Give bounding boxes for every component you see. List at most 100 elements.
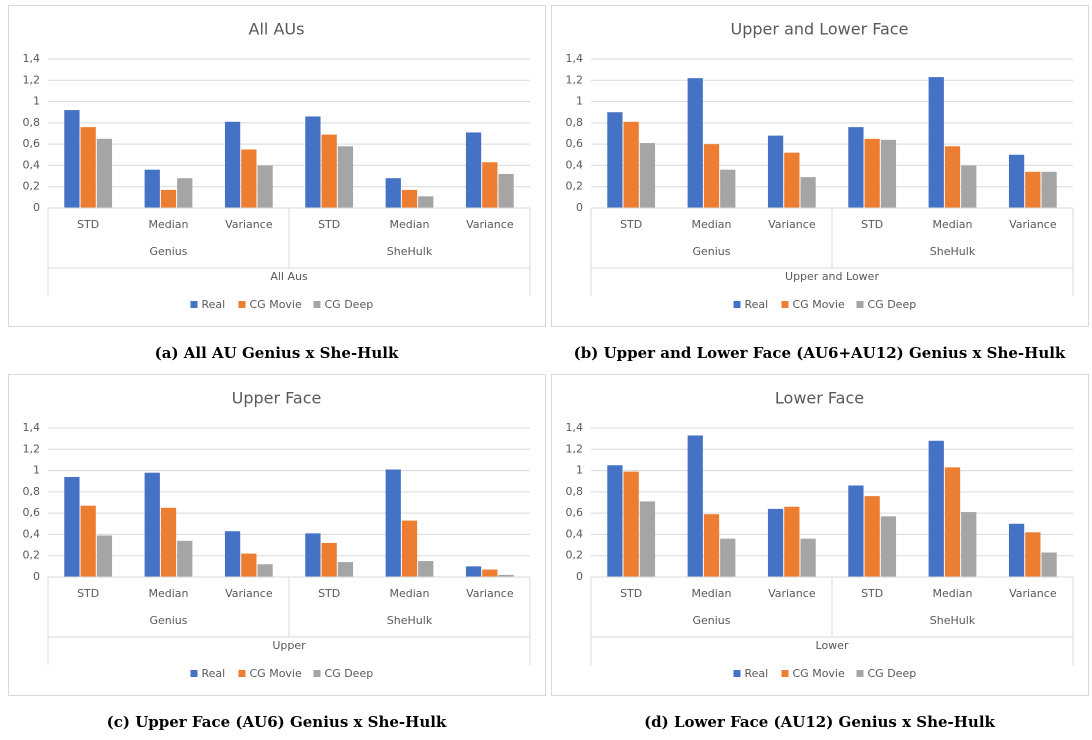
legend-swatch bbox=[856, 670, 864, 677]
legend-label: Real bbox=[202, 667, 226, 680]
bar bbox=[961, 512, 977, 577]
chart-title: Lower Face bbox=[775, 389, 864, 408]
bar bbox=[1041, 171, 1057, 208]
y-tick-label: 0,8 bbox=[566, 116, 584, 129]
bar bbox=[144, 472, 160, 577]
bar bbox=[864, 496, 880, 577]
bar bbox=[80, 505, 96, 577]
chart-title: Upper Face bbox=[232, 389, 322, 408]
x-tick-label: Median bbox=[691, 587, 731, 600]
group-label: Genius bbox=[149, 245, 187, 258]
x-tick-label: Variance bbox=[466, 218, 514, 231]
y-tick-label: 0,6 bbox=[566, 137, 584, 150]
x-tick-label: Median bbox=[148, 587, 188, 600]
bar bbox=[928, 77, 944, 208]
legend-label: CG Deep bbox=[868, 667, 917, 680]
x-tick-label: Median bbox=[389, 218, 429, 231]
bar bbox=[337, 146, 354, 208]
bar bbox=[687, 435, 703, 577]
legend-swatch bbox=[313, 670, 321, 677]
y-tick-label: 1 bbox=[576, 464, 583, 477]
y-tick-label: 0 bbox=[576, 201, 583, 214]
legend-label: Real bbox=[745, 667, 769, 680]
y-tick-label: 0,6 bbox=[566, 506, 584, 519]
legend-label: CG Deep bbox=[325, 298, 374, 311]
y-tick-label: 1,2 bbox=[566, 73, 584, 86]
bar bbox=[639, 143, 656, 208]
bar bbox=[1041, 552, 1057, 577]
x-tick-label: Median bbox=[932, 587, 972, 600]
y-tick-label: 0,8 bbox=[23, 485, 41, 498]
x-tick-label: STD bbox=[620, 218, 642, 231]
bar bbox=[177, 178, 193, 208]
bar bbox=[321, 542, 337, 577]
bar bbox=[784, 152, 800, 208]
bar bbox=[257, 165, 273, 208]
bar bbox=[241, 149, 257, 208]
bar bbox=[498, 173, 514, 208]
bar bbox=[160, 189, 177, 208]
legend-swatch bbox=[190, 670, 198, 677]
x-tick-label: STD bbox=[620, 587, 642, 600]
group-label: Genius bbox=[149, 614, 187, 627]
axis-label: All Aus bbox=[270, 270, 308, 283]
bar bbox=[177, 540, 193, 577]
bar bbox=[623, 471, 639, 577]
legend-swatch bbox=[238, 670, 246, 677]
chart-title: All AUs bbox=[249, 20, 305, 39]
bar bbox=[465, 132, 482, 208]
group-label: SheHulk bbox=[930, 614, 976, 627]
bar bbox=[720, 169, 736, 208]
chart-panel: Upper Face 0 0,2 0,4 0,6 0,8 1 1,2 1,4 STD Median V… bbox=[8, 374, 546, 731]
y-tick-label: 1,4 bbox=[23, 421, 41, 434]
bar bbox=[928, 440, 944, 577]
bar bbox=[64, 110, 80, 208]
bar bbox=[944, 467, 961, 577]
bar bbox=[224, 121, 241, 208]
legend-label: Real bbox=[745, 298, 769, 311]
y-tick-label: 0,4 bbox=[23, 527, 41, 540]
bar bbox=[848, 127, 864, 208]
bar bbox=[482, 162, 498, 208]
bar bbox=[257, 564, 273, 577]
bar bbox=[144, 169, 160, 208]
bar bbox=[1025, 171, 1041, 208]
x-tick-label: Variance bbox=[225, 587, 273, 600]
bar bbox=[639, 501, 656, 577]
legend-label: CG Movie bbox=[250, 298, 302, 311]
bar bbox=[720, 538, 736, 577]
legend-label: Real bbox=[202, 298, 226, 311]
group-label: SheHulk bbox=[930, 245, 976, 258]
y-tick-label: 0 bbox=[576, 570, 583, 583]
bar bbox=[687, 78, 703, 209]
y-tick-label: 0,4 bbox=[566, 527, 584, 540]
bar bbox=[385, 469, 401, 577]
x-tick-label: STD bbox=[861, 587, 883, 600]
y-tick-label: 0,8 bbox=[566, 485, 584, 498]
bar bbox=[482, 569, 498, 577]
bar bbox=[418, 196, 434, 208]
y-tick-label: 1,2 bbox=[566, 442, 584, 455]
legend-swatch bbox=[190, 301, 198, 308]
x-tick-label: Median bbox=[389, 587, 429, 600]
x-tick-label: Variance bbox=[1009, 218, 1057, 231]
caption: (d) Lower Face (AU12) Genius x She-Hulk bbox=[644, 713, 995, 731]
legend-swatch bbox=[313, 301, 321, 308]
x-tick-label: Variance bbox=[225, 218, 273, 231]
legend-label: CG Deep bbox=[868, 298, 917, 311]
bar bbox=[401, 520, 418, 577]
legend-swatch bbox=[238, 301, 246, 308]
y-tick-label: 1,2 bbox=[23, 442, 41, 455]
y-tick-label: 0,2 bbox=[566, 180, 584, 193]
bar bbox=[465, 566, 482, 577]
x-tick-label: Variance bbox=[768, 587, 816, 600]
x-tick-label: STD bbox=[77, 218, 99, 231]
bar bbox=[880, 139, 897, 208]
chart-panel: Upper and Lower Face 0 0,2 0,4 0,6 0,8 1 1,2 1,4… bbox=[551, 5, 1089, 362]
bar bbox=[498, 574, 514, 577]
y-tick-label: 0,2 bbox=[23, 180, 41, 193]
bar bbox=[385, 178, 401, 208]
bar bbox=[800, 538, 816, 577]
x-tick-label: Median bbox=[148, 218, 188, 231]
